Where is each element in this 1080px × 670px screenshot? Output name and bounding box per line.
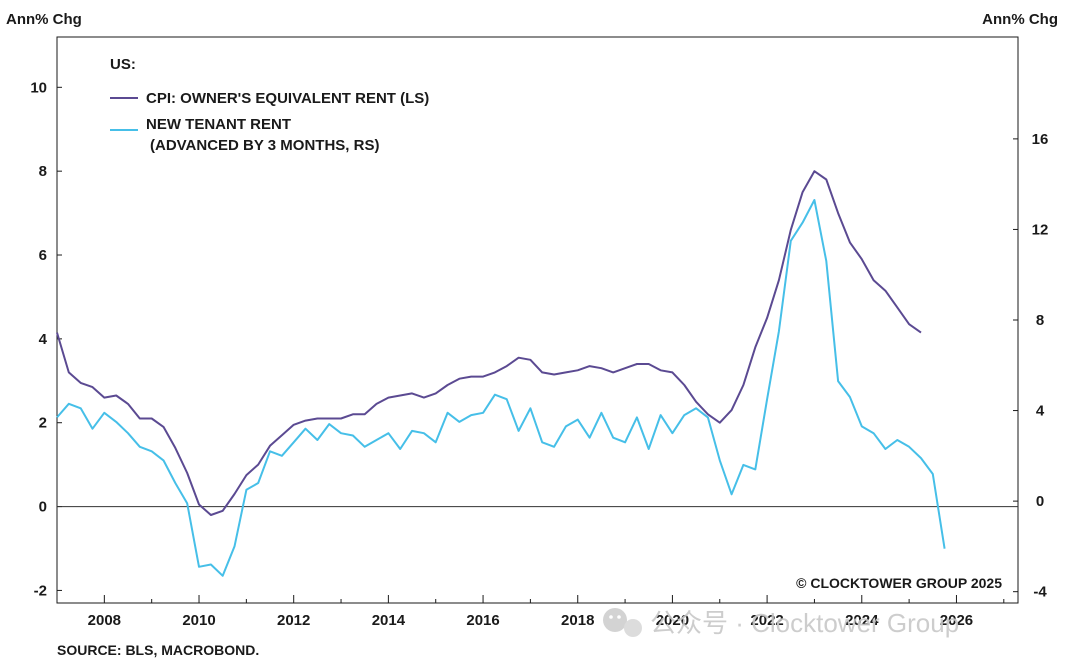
wechat-icon: [603, 608, 627, 632]
right-axis-unit-label: Ann% Chg: [982, 11, 1058, 28]
x-tick-label: 2012: [277, 612, 310, 629]
source-note: SOURCE: BLS, MACROBOND.: [57, 642, 259, 658]
x-tick-label: 2010: [182, 612, 215, 629]
legend-label-new-tenant: NEW TENANT RENT (ADVANCED BY 3 MONTHS, RS…: [146, 116, 379, 154]
y-left-tick-label: 4: [39, 331, 48, 348]
x-tick-label: 2024: [845, 612, 879, 629]
legend-label-line: (ADVANCED BY 3 MONTHS, RS): [150, 137, 379, 154]
x-tick-label: 2014: [372, 612, 406, 629]
copyright-note: © CLOCKTOWER GROUP 2025: [796, 575, 1002, 591]
x-tick-label: 2008: [88, 612, 121, 629]
x-tick-label: 2018: [561, 612, 594, 629]
watermark-text: 公众号 · Clocktower Group: [650, 608, 959, 638]
legend-label-oer: CPI: OWNER'S EQUIVALENT RENT (LS): [146, 90, 429, 107]
legend: US: CPI: OWNER'S EQUIVALENT RENT (LS) NE…: [110, 56, 429, 154]
y-right-tick-label: 16: [1032, 131, 1049, 148]
x-tick-label: 2020: [656, 612, 689, 629]
watermark: 公众号 · Clocktower Group: [603, 608, 959, 638]
series-line-oer: [56, 170, 922, 516]
legend-label-line: NEW TENANT RENT: [146, 116, 291, 133]
left-axis-unit-label: Ann% Chg: [6, 11, 82, 28]
y-right-tick-label: 0: [1036, 493, 1044, 510]
y-right-tick-label: -4: [1033, 584, 1047, 601]
y-left-tick-label: 6: [39, 247, 47, 264]
y-left-tick-label: -2: [34, 582, 47, 599]
legend-title: US:: [110, 56, 136, 73]
x-tick-label: 2016: [466, 612, 499, 629]
y-left-tick-label: 10: [30, 79, 47, 96]
y-left-tick-label: 8: [39, 163, 47, 180]
y-right-tick-label: 4: [1036, 403, 1045, 420]
y-right-tick-label: 12: [1032, 221, 1049, 238]
y-left-tick-label: 0: [39, 499, 47, 516]
y-right-tick-label: 8: [1036, 312, 1044, 329]
series-line-new-tenant-rent: [56, 199, 946, 577]
x-tick-label: 2022: [750, 612, 783, 629]
y-left-tick-label: 2: [39, 415, 47, 432]
x-tick-label: 2026: [940, 612, 973, 629]
